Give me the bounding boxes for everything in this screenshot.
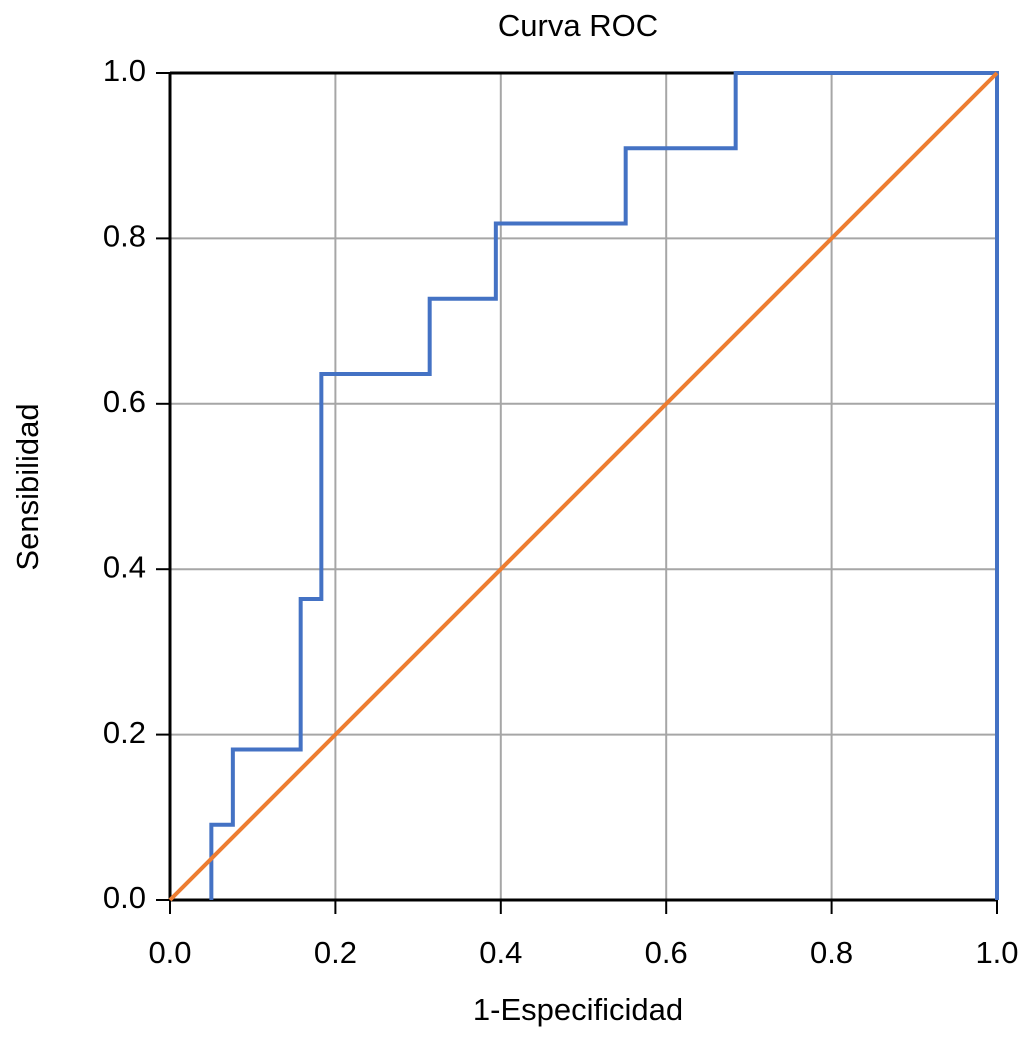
x-tick-label: 1.0 <box>975 935 1018 970</box>
y-tick-label: 1.0 <box>103 53 146 88</box>
x-tick-label: 0.0 <box>148 935 191 970</box>
y-axis-title: Sensibilidad <box>10 403 45 570</box>
y-tick-label: 0.6 <box>103 384 146 419</box>
series-line <box>209 71 999 900</box>
x-tick-label: 0.4 <box>479 935 522 970</box>
series-line <box>168 71 999 902</box>
x-tick-label: 0.2 <box>314 935 357 970</box>
y-tick-label: 0.8 <box>103 219 146 254</box>
x-axis-title: 1-Especificidad <box>473 992 683 1027</box>
y-tick-label: 0.4 <box>103 549 146 584</box>
y-tick-label: 0.0 <box>103 880 146 915</box>
x-tick-label: 0.6 <box>645 935 688 970</box>
chart-title: Curva ROC <box>498 8 658 43</box>
y-tick-label: 0.2 <box>103 715 146 750</box>
x-tick-label: 0.8 <box>810 935 853 970</box>
